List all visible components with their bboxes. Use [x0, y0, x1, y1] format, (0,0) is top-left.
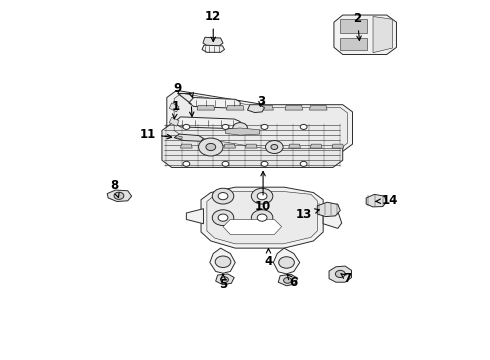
Polygon shape — [186, 209, 203, 224]
Polygon shape — [329, 266, 351, 282]
Circle shape — [212, 210, 234, 226]
Polygon shape — [267, 144, 279, 148]
Circle shape — [279, 257, 294, 268]
Text: 10: 10 — [255, 171, 271, 213]
Text: 3: 3 — [257, 95, 265, 108]
Text: 13: 13 — [295, 208, 319, 221]
Circle shape — [257, 193, 267, 200]
Polygon shape — [175, 135, 182, 139]
Circle shape — [206, 143, 216, 150]
Polygon shape — [366, 194, 387, 207]
Polygon shape — [323, 209, 342, 228]
Circle shape — [266, 140, 283, 153]
Text: 5: 5 — [219, 274, 227, 291]
Polygon shape — [340, 39, 367, 50]
Text: 2: 2 — [353, 12, 362, 40]
Text: 14: 14 — [376, 194, 398, 207]
Circle shape — [261, 161, 268, 166]
Polygon shape — [216, 274, 234, 285]
Polygon shape — [334, 15, 396, 54]
Polygon shape — [310, 144, 322, 148]
Text: 6: 6 — [287, 274, 298, 289]
Polygon shape — [278, 274, 298, 286]
Text: 12: 12 — [205, 10, 221, 41]
Circle shape — [257, 214, 267, 221]
Text: 4: 4 — [264, 249, 272, 268]
Polygon shape — [256, 105, 273, 110]
Circle shape — [261, 125, 268, 130]
Text: 1: 1 — [172, 100, 180, 119]
Polygon shape — [203, 37, 223, 45]
Circle shape — [215, 256, 231, 267]
Text: 11: 11 — [140, 128, 171, 141]
Circle shape — [183, 125, 190, 130]
Polygon shape — [169, 117, 179, 126]
Circle shape — [218, 214, 228, 221]
Circle shape — [218, 193, 228, 200]
Circle shape — [198, 138, 223, 156]
Circle shape — [300, 125, 307, 130]
Polygon shape — [201, 187, 323, 248]
Text: 7: 7 — [341, 272, 352, 285]
Circle shape — [212, 188, 234, 204]
Circle shape — [284, 278, 292, 283]
Polygon shape — [107, 190, 132, 202]
Polygon shape — [332, 144, 343, 148]
Polygon shape — [189, 98, 240, 108]
Polygon shape — [340, 19, 367, 33]
Circle shape — [222, 161, 229, 166]
Text: 9: 9 — [173, 82, 182, 95]
Polygon shape — [318, 202, 340, 217]
Circle shape — [271, 144, 278, 149]
Polygon shape — [207, 192, 318, 244]
Polygon shape — [174, 134, 203, 141]
Polygon shape — [224, 144, 236, 148]
Circle shape — [183, 161, 190, 166]
Polygon shape — [180, 144, 192, 148]
Polygon shape — [273, 248, 300, 274]
Polygon shape — [202, 45, 224, 52]
Circle shape — [300, 161, 307, 166]
Polygon shape — [197, 105, 215, 110]
Circle shape — [251, 188, 273, 204]
Polygon shape — [289, 144, 300, 148]
Polygon shape — [162, 123, 343, 167]
Polygon shape — [167, 90, 352, 151]
Polygon shape — [310, 105, 327, 110]
Polygon shape — [174, 93, 347, 148]
Circle shape — [335, 270, 345, 278]
Circle shape — [233, 123, 247, 134]
Polygon shape — [245, 144, 257, 148]
Polygon shape — [247, 105, 265, 113]
Polygon shape — [225, 128, 260, 135]
Circle shape — [220, 277, 228, 283]
Polygon shape — [202, 144, 214, 148]
Polygon shape — [174, 117, 240, 129]
Polygon shape — [285, 105, 303, 110]
Circle shape — [222, 125, 229, 130]
Polygon shape — [169, 103, 179, 112]
Circle shape — [114, 192, 124, 199]
Polygon shape — [223, 220, 282, 234]
Polygon shape — [226, 105, 244, 110]
Circle shape — [251, 210, 273, 226]
Polygon shape — [373, 17, 392, 53]
Text: 8: 8 — [110, 179, 119, 198]
Polygon shape — [210, 248, 235, 273]
